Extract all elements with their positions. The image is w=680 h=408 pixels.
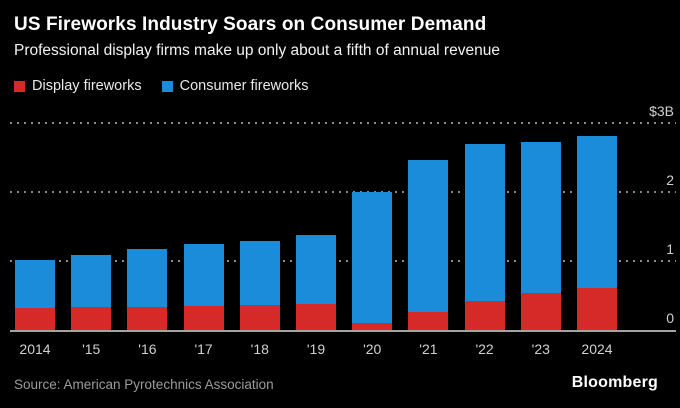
x-axis-baseline — [10, 330, 676, 332]
x-axis-label-16: '16 — [138, 341, 157, 357]
legend-item-consumer-fireworks: Consumer fireworks — [161, 78, 309, 94]
y-axis-label-3: $3B — [649, 103, 674, 119]
legend-label-consumer-fireworks: Consumer fireworks — [179, 78, 309, 94]
gridline-3B — [10, 122, 676, 124]
bar-segment-display-fireworks — [239, 305, 280, 330]
x-axis-label-2024: 2024 — [581, 341, 613, 357]
x-axis-label-20: '20 — [363, 341, 382, 357]
bar-segment-consumer-fireworks — [183, 243, 224, 306]
bar-segment-display-fireworks — [464, 301, 505, 330]
bar-19 — [296, 234, 336, 330]
x-axis-label-2014: 2014 — [19, 341, 51, 357]
bar-segment-display-fireworks — [71, 307, 112, 330]
bar-segment-consumer-fireworks — [408, 160, 449, 313]
bloomberg-logo: Bloomberg — [571, 374, 658, 391]
bar-21 — [408, 160, 449, 330]
y-axis-label-1: 1 — [666, 241, 674, 257]
bar-segment-display-fireworks — [296, 303, 336, 330]
bar-20 — [352, 192, 393, 330]
bar-segment-display-fireworks — [15, 307, 55, 330]
x-axis-label-19: '19 — [306, 341, 326, 357]
bar-segment-display-fireworks — [352, 323, 393, 330]
chart-subtitle: Professional display firms make up only … — [14, 42, 500, 59]
x-axis-label-21: '21 — [419, 341, 438, 357]
bar-16 — [127, 249, 168, 330]
bar-2014 — [15, 259, 55, 330]
bar-segment-consumer-fireworks — [520, 142, 561, 294]
legend-label-display-fireworks: Display fireworks — [32, 78, 142, 94]
bar-17 — [183, 243, 224, 330]
legend-swatch-blue — [161, 80, 173, 92]
bar-segment-display-fireworks — [408, 312, 449, 330]
y-axis-label-2: 2 — [666, 172, 674, 188]
x-axis-labels: 2014 '15 '16 '17 '18 '19 '20 '21 '22 '23 2024 — [0, 341, 680, 359]
bar-segment-display-fireworks — [183, 305, 224, 330]
bar-segment-consumer-fireworks — [464, 143, 505, 302]
x-axis-label-22: '22 — [475, 341, 494, 357]
chart-title: US Fireworks Industry Soars on Consumer … — [14, 14, 487, 35]
y-axis-label-0: 0 — [666, 310, 674, 326]
x-axis-label-23: '23 — [531, 341, 550, 357]
bar-segment-display-fireworks — [577, 287, 617, 330]
bar-segment-consumer-fireworks — [15, 259, 55, 308]
bar-segment-consumer-fireworks — [71, 254, 112, 308]
bar-segment-display-fireworks — [127, 306, 168, 330]
bar-18 — [239, 241, 280, 330]
bar-segment-consumer-fireworks — [352, 192, 393, 324]
legend-item-display-fireworks: Display fireworks — [14, 78, 142, 94]
x-axis-label-15: '15 — [82, 341, 101, 357]
gridline-2B — [10, 191, 676, 193]
legend-swatch-red — [14, 80, 25, 92]
source-note: Source: American Pyrotechnics Associatio… — [14, 377, 274, 392]
bar-segment-consumer-fireworks — [239, 241, 280, 306]
bar-segment-consumer-fireworks — [296, 234, 336, 304]
gridline-1B — [10, 260, 676, 262]
bar-segment-consumer-fireworks — [127, 249, 168, 307]
x-axis-label-18: '18 — [250, 341, 269, 357]
bar-segment-display-fireworks — [520, 293, 561, 330]
bar-15 — [71, 254, 112, 330]
bar-23 — [520, 142, 561, 330]
bar-segment-consumer-fireworks — [577, 136, 617, 288]
legend: Display fireworks Consumer fireworks — [14, 78, 309, 94]
plot-area: $3B 2 1 0 — [0, 103, 680, 332]
bar-22 — [464, 143, 505, 330]
x-axis-label-17: '17 — [194, 341, 213, 357]
bar-2024 — [577, 136, 617, 330]
